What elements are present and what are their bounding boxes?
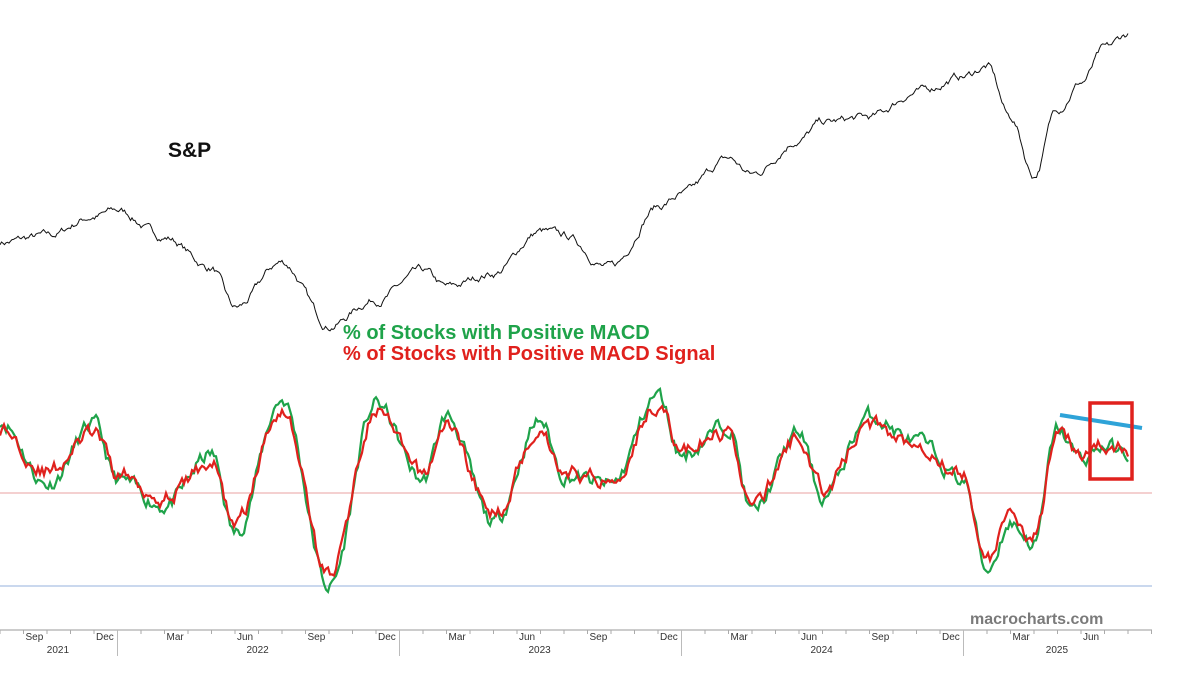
x-axis-month-label: Dec: [660, 632, 678, 643]
x-axis-month-label: Mar: [731, 632, 749, 643]
x-axis-month-label: Jun: [519, 632, 535, 643]
x-axis-month-label: Dec: [942, 632, 960, 643]
highlight-box: [1088, 401, 1134, 481]
x-axis-month-labels: Sep Dec Mar Jun Sep Dec Mar Jun Sep Dec Mar Jun Sep D…: [26, 632, 1100, 643]
x-axis-year-labels: 2021 2022 2023 2024 2025: [47, 645, 1069, 656]
x-axis-month-label: Sep: [308, 632, 326, 643]
x-axis-month-label: Mar: [167, 632, 185, 643]
x-axis-minor-ticks: [0, 630, 1152, 634]
trend-line: [1059, 413, 1143, 430]
x-axis-month-label: Sep: [590, 632, 608, 643]
x-axis-year-label: 2025: [1046, 645, 1069, 656]
macd-signal-series-line: [0, 404, 1130, 578]
x-axis-year-label: 2022: [247, 645, 270, 656]
x-axis-year-label: 2023: [529, 645, 552, 656]
sp-panel: S&P: [0, 33, 1129, 332]
macd-series-line: [0, 386, 1129, 594]
legend: % of Stocks with Positive MACD % of Stoc…: [343, 322, 715, 365]
x-axis-month-label: Jun: [801, 632, 817, 643]
sp-price-line: [0, 33, 1129, 332]
sp-label: S&P: [168, 139, 211, 162]
legend-macd-signal: % of Stocks with Positive MACD Signal: [343, 343, 715, 365]
x-axis-month-label: Mar: [449, 632, 467, 643]
x-axis-month-label: Sep: [872, 632, 890, 643]
x-axis: Sep Dec Mar Jun Sep Dec Mar Jun Sep Dec Mar Jun Sep D…: [0, 629, 1152, 656]
x-axis-month-label: Jun: [1083, 632, 1099, 643]
x-axis-month-label: Mar: [1013, 632, 1031, 643]
legend-macd: % of Stocks with Positive MACD: [343, 322, 650, 344]
x-axis-year-label: 2021: [47, 645, 70, 656]
x-axis-month-label: Dec: [378, 632, 396, 643]
macd-panel: macrocharts.com: [0, 386, 1152, 628]
x-axis-month-label: Sep: [26, 632, 44, 643]
x-axis-year-dividers: [117, 630, 964, 656]
x-axis-month-label: Jun: [237, 632, 253, 643]
x-axis-month-label: Dec: [96, 632, 114, 643]
x-axis-year-label: 2024: [811, 645, 834, 656]
brand-watermark: macrocharts.com: [970, 611, 1103, 628]
